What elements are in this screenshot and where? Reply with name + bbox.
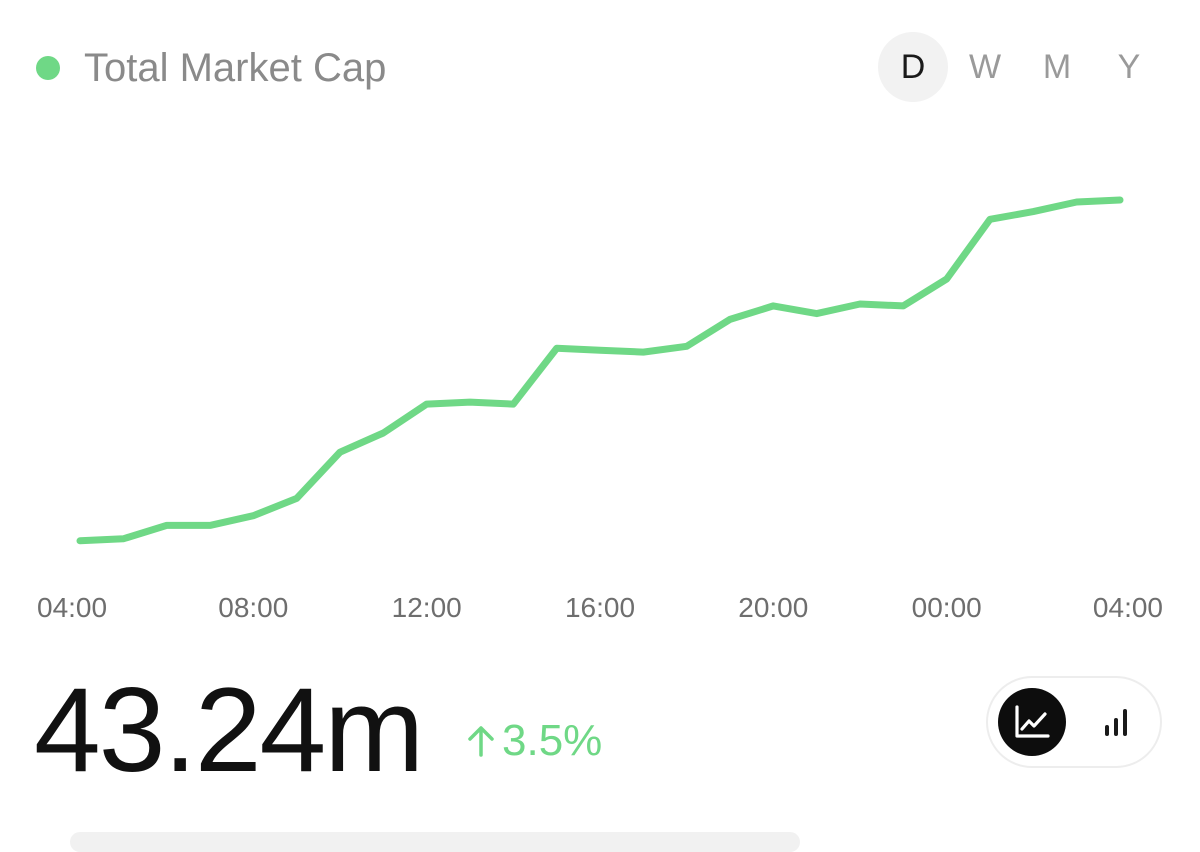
line-chart-view-button[interactable] bbox=[998, 688, 1066, 756]
x-tick-label: 16:00 bbox=[565, 592, 635, 623]
bar-chart-icon bbox=[1099, 705, 1133, 739]
change-percent: 3.5% bbox=[502, 716, 602, 766]
arrow-up-icon bbox=[464, 724, 498, 758]
x-tick-label: 12:00 bbox=[392, 592, 462, 623]
market-cap-chart: 04:00 08:00 12:00 16:00 20:00 00:00 04:00 bbox=[0, 0, 1200, 640]
x-tick-label: 00:00 bbox=[912, 592, 982, 623]
line-chart-icon bbox=[1013, 704, 1051, 740]
change-indicator: 3.5% bbox=[464, 716, 602, 766]
bottom-panel-edge bbox=[70, 832, 800, 852]
x-tick-label: 04:00 bbox=[37, 592, 107, 623]
bar-chart-view-button[interactable] bbox=[1082, 688, 1150, 756]
chart-view-toggle bbox=[986, 676, 1162, 768]
series-line bbox=[80, 200, 1120, 541]
x-tick-label: 04:00 bbox=[1093, 592, 1163, 623]
x-tick-label: 20:00 bbox=[738, 592, 808, 623]
x-tick-label: 08:00 bbox=[218, 592, 288, 623]
market-cap-value: 43.24m bbox=[34, 660, 422, 800]
